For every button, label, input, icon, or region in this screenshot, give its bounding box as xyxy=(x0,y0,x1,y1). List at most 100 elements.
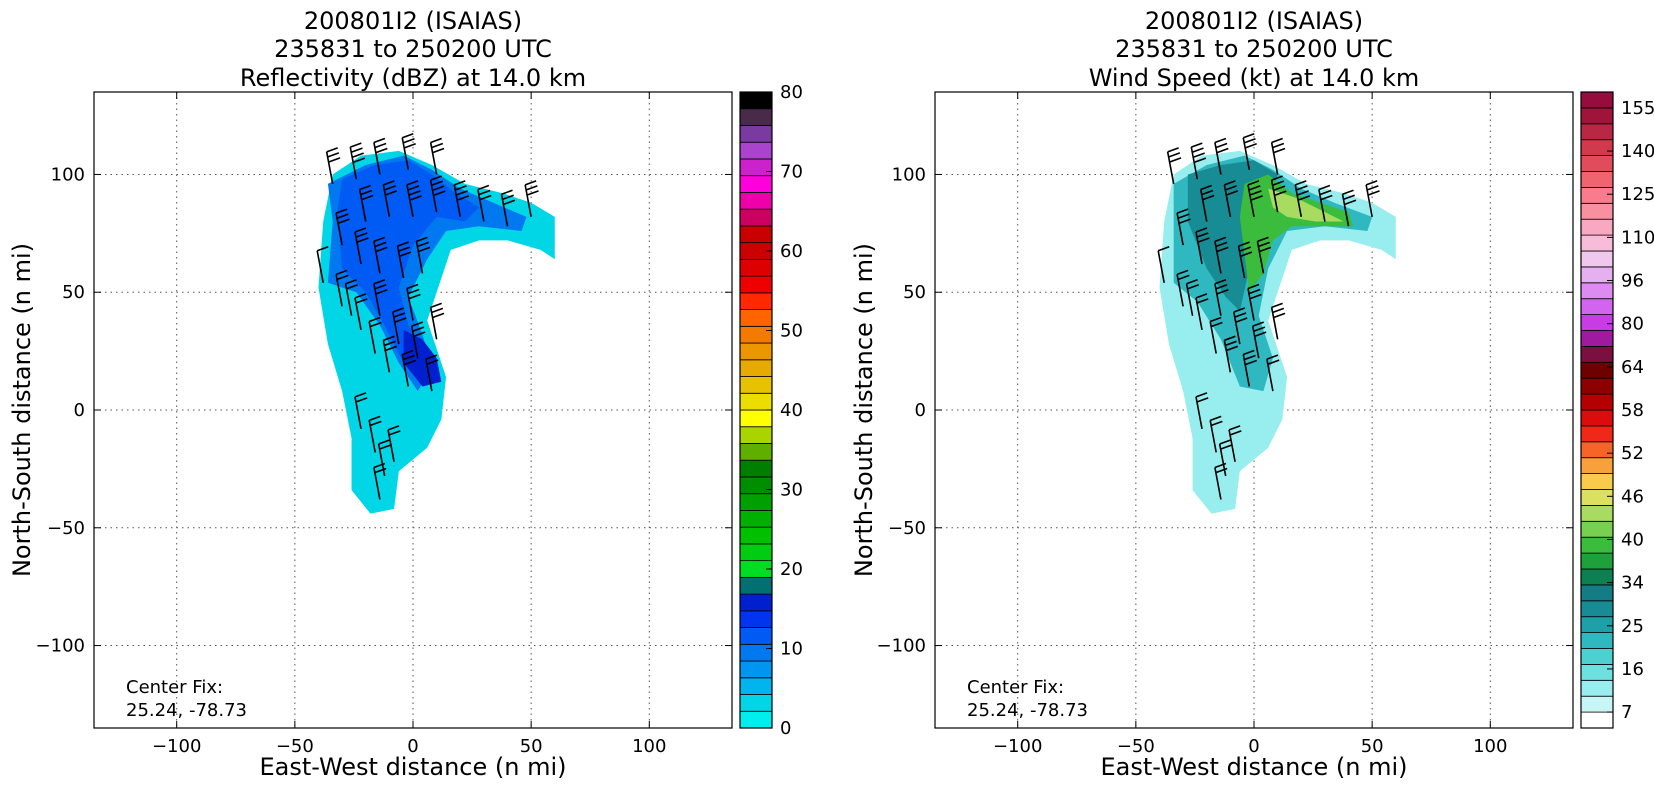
colorbar-tick-label: 25 xyxy=(1621,616,1644,637)
wind-barb-feather xyxy=(1217,246,1229,253)
wind-barb-feather xyxy=(1271,137,1283,144)
colorbar-segment xyxy=(1580,91,1614,109)
colorbar-segment xyxy=(1580,393,1614,411)
colorbar-tick-label: 96 xyxy=(1621,271,1644,292)
colorbar-segment xyxy=(1580,218,1614,236)
wind-barb-shaft xyxy=(373,467,381,500)
y-axis-label: North-South distance (n mi) xyxy=(850,243,878,577)
wind-barb-feather xyxy=(410,195,422,201)
wind-barbs xyxy=(316,132,539,500)
wind-barb-feather xyxy=(1202,194,1215,201)
colorbar-segment xyxy=(1580,330,1614,347)
reflectivity-panel: 200801I2 (ISAIAS) 235831 to 250200 UTC R… xyxy=(8,7,803,781)
wind-barb-feather xyxy=(1219,439,1231,445)
wind-barb-feather xyxy=(1343,194,1355,201)
wind-barb-shaft xyxy=(429,307,438,340)
colorbar: 0 10 20 30 40 50 60 70 80 xyxy=(739,82,803,739)
wind-barb-feather xyxy=(353,157,366,163)
colorbar-segment xyxy=(1580,695,1614,713)
wind-field-max xyxy=(1268,188,1344,222)
wind-barb-feather xyxy=(374,467,387,474)
wind-barb-shaft xyxy=(1176,212,1184,246)
panel-title-line-2: 235831 to 250200 UTC xyxy=(274,35,552,63)
wind-barb-feather xyxy=(527,190,539,196)
wind-barb-shaft xyxy=(1294,184,1303,217)
colorbar-segment xyxy=(1580,139,1614,156)
wind-barb-feather xyxy=(1297,190,1309,196)
colorbar-tick-label: 20 xyxy=(780,559,803,580)
colorbar-segment xyxy=(739,342,773,361)
wind-barb-feather xyxy=(360,189,373,196)
wind-barb-shaft xyxy=(524,184,532,217)
colorbar-segment xyxy=(739,409,773,428)
wind-barb-feather xyxy=(431,307,444,314)
wind-barb-shaft xyxy=(368,321,376,354)
wind-barb-feather xyxy=(374,241,387,248)
colorbar-segment xyxy=(739,593,773,612)
wind-barb-shaft xyxy=(401,137,410,170)
wind-barb-feather xyxy=(387,425,400,431)
center-fix-label: Center Fix: xyxy=(967,677,1064,698)
wind-barb-feather xyxy=(346,284,359,290)
colorbar-segment xyxy=(1580,298,1614,316)
colorbar-segment xyxy=(739,225,773,244)
wind-barb-shaft xyxy=(349,147,358,180)
colorbar-tick-label: 34 xyxy=(1621,573,1644,594)
wind-barb-feather xyxy=(1168,152,1181,158)
wind-barb-shaft xyxy=(1199,189,1208,222)
wind-barb-shaft xyxy=(325,151,334,185)
wind-barb-feather xyxy=(409,293,421,300)
colorbar-segment xyxy=(739,309,773,327)
wind-barb-feather xyxy=(376,289,388,295)
wind-barb-feather xyxy=(1251,195,1263,201)
y-tick-label: −100 xyxy=(36,636,85,657)
wind-barb-feather xyxy=(524,180,537,186)
wind-barb-feather xyxy=(1226,190,1239,196)
colorbar-segment xyxy=(1580,711,1614,729)
wind-barb-shaft xyxy=(1223,340,1232,373)
wind-barb-feather xyxy=(1248,288,1261,295)
wind-barb-feather xyxy=(1272,142,1285,149)
wind-barb-feather xyxy=(1250,190,1262,196)
wind-barb-feather xyxy=(1321,194,1333,201)
wind-barb-feather xyxy=(1248,185,1261,191)
colorbar-segment xyxy=(739,258,773,277)
wind-barb-shaft xyxy=(401,354,410,387)
wind-barb-shaft xyxy=(392,311,400,345)
wind-barb-feather xyxy=(379,444,392,450)
wind-barb-feather xyxy=(376,147,388,154)
colorbar-segment xyxy=(739,677,773,695)
wind-barb-feather xyxy=(412,326,425,332)
wind-barb-feather xyxy=(1187,284,1200,290)
wind-barb-feather xyxy=(1368,190,1380,196)
wind-barb-shaft xyxy=(377,443,386,477)
wind-barb-feather xyxy=(378,439,390,445)
wind-barb-shaft xyxy=(1266,359,1274,392)
colorbar-segment xyxy=(739,359,773,377)
wind-barb-feather xyxy=(526,185,538,191)
wind-barb-shaft xyxy=(1214,283,1222,316)
wind-barb-feather xyxy=(327,152,340,158)
wind-barb-feather xyxy=(1252,321,1264,327)
wind-barb-shaft xyxy=(1223,184,1232,217)
wind-barb-shaft xyxy=(354,297,362,331)
x-tick-label: 0 xyxy=(1248,736,1259,757)
colorbar-segment xyxy=(739,610,773,628)
wind-barb-feather xyxy=(352,152,364,158)
wind-barb-feather xyxy=(477,184,490,191)
axis-ticks: −100 −50 0 50 100 −100 −50 0 50 100 xyxy=(36,92,732,757)
colorbar-segment xyxy=(739,392,773,411)
echo-field-deep xyxy=(403,329,442,387)
wind-barb-feather xyxy=(404,359,416,366)
wind-barb-feather xyxy=(1230,430,1242,436)
x-tick-label: 50 xyxy=(1361,736,1384,757)
wind-barb-shaft xyxy=(373,283,381,316)
colorbar-segment xyxy=(739,175,773,193)
colorbar-segment xyxy=(1580,600,1614,618)
wind-barb-feather xyxy=(416,236,428,243)
wind-barb-feather xyxy=(1214,236,1227,243)
wind-barb-feather xyxy=(1294,180,1307,186)
wind-barb-feather xyxy=(355,397,368,403)
panel-title-line-3: Reflectivity (dBZ) at 14.0 km xyxy=(240,64,586,92)
x-axis-label: East-West distance (n mi) xyxy=(1100,753,1407,781)
